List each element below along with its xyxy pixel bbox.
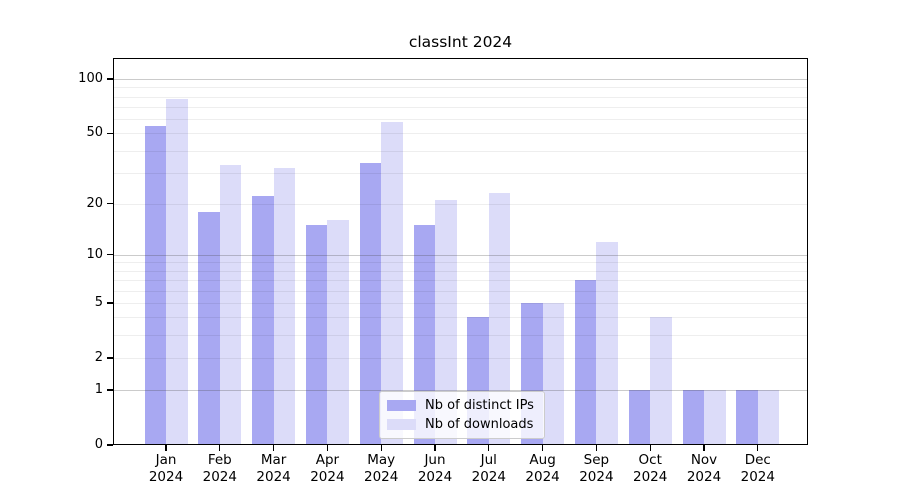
gridline-minor-5 [113,302,808,304]
x-tick-label-nov: Nov 2024 [686,452,722,485]
gridline-major-1 [113,390,808,391]
gridline-minor-3 [113,335,808,337]
gridline-minor-2 [113,357,808,359]
bar-downloads-sep [596,241,618,445]
bar-distinct-ips-oct [628,390,651,445]
gridline-minor-30 [113,172,808,174]
gridline-major-100 [113,79,808,80]
x-tick-mark-mar [272,445,275,451]
bar-downloads-mar [273,167,296,445]
y-tick-mark-5 [107,302,113,304]
bar-distinct-ips-apr [305,225,328,445]
x-tick-label-aug: Aug 2024 [525,452,560,485]
legend-item-distinct-ips: Nb of distinct IPs [387,398,534,413]
x-tick-mark-oct [649,445,651,451]
y-tick-label-5: 5 [94,294,103,310]
y-tick-label-50: 50 [86,125,103,141]
gridline-minor-80 [113,96,808,98]
x-tick-mark-nov [703,445,705,451]
bar-downloads-oct [650,317,672,445]
x-tick-label-oct: Oct 2024 [633,452,668,485]
x-tick-label-apr: Apr 2024 [310,452,345,485]
x-tick-label-feb: Feb 2024 [202,452,237,485]
x-tick-mark-feb [219,445,221,451]
bar-distinct-ips-nov [682,390,704,445]
x-tick-mark-apr [326,445,329,451]
bar-distinct-ips-dec [736,390,758,445]
y-tick-mark-0 [107,444,113,446]
bar-distinct-ips-mar [252,196,274,445]
x-tick-label-jul: Jul 2024 [471,452,506,485]
y-tick-label-1: 1 [94,382,103,397]
y-tick-label-100: 100 [78,71,103,86]
gridline-minor-6 [113,290,808,292]
bar-downloads-jun [435,199,457,445]
y-tick-mark-2 [107,357,113,359]
y-tick-mark-20 [107,202,113,205]
gridline-minor-9 [113,262,808,264]
y-tick-label-10: 10 [86,246,103,262]
bar-downloads-jul [488,193,511,445]
bar-distinct-ips-feb [198,211,220,445]
legend-item-downloads: Nb of downloads [387,417,534,432]
gridline-major-10 [113,254,808,256]
x-tick-label-mar: Mar 2024 [256,452,291,485]
gridline-minor-60 [113,119,808,120]
y-tick-label-20: 20 [86,195,103,211]
legend-label-distinct-ips: Nb of distinct IPs [425,398,534,413]
bar-distinct-ips-jan [144,125,166,445]
bar-distinct-ips-sep [574,280,597,445]
legend-label-downloads: Nb of downloads [425,417,534,432]
gridline-minor-90 [113,87,808,89]
bar-distinct-ips-may [359,163,382,445]
y-tick-mark-1 [107,389,113,391]
bar-downloads-aug [542,302,565,445]
chart-title: classInt 2024 [408,33,513,51]
legend: Nb of distinct IPs Nb of downloads [379,391,545,439]
bar-distinct-ips-jun [413,225,435,445]
legend-swatch-distinct-ips [387,400,416,411]
bar-downloads-nov [704,390,726,445]
gridline-minor-70 [113,107,808,108]
gridline-minor-50 [113,133,808,135]
x-tick-label-jan: Jan 2024 [148,452,184,485]
y-tick-mark-10 [107,254,113,256]
gridline-minor-7 [113,280,808,282]
x-tick-label-jun: Jun 2024 [417,452,453,485]
x-tick-mark-jul [488,445,490,451]
plot-area [113,58,808,445]
bar-downloads-apr [327,220,349,445]
y-tick-label-2: 2 [94,349,103,365]
gridline-minor-40 [113,150,808,152]
bar-downloads-jan [166,98,188,445]
x-tick-mark-jan [165,445,167,451]
x-tick-label-sep: Sep 2024 [579,452,614,485]
gridline-minor-4 [113,317,808,319]
x-tick-mark-dec [757,445,759,451]
x-tick-mark-sep [595,445,598,451]
gridline-minor-20 [113,203,808,205]
x-tick-mark-aug [541,445,544,451]
x-tick-label-may: May 2024 [364,452,399,485]
y-tick-mark-100 [107,78,113,80]
x-tick-label-dec: Dec 2024 [740,452,775,485]
y-tick-label-0: 0 [94,437,103,452]
legend-swatch-downloads [387,419,416,430]
bar-downloads-dec [757,390,780,445]
x-tick-mark-may [380,445,382,451]
bar-downloads-feb [219,165,242,445]
bar-downloads-may [381,121,403,445]
x-tick-mark-jun [434,445,436,451]
gridline-minor-8 [113,270,808,272]
y-tick-mark-50 [107,132,113,134]
